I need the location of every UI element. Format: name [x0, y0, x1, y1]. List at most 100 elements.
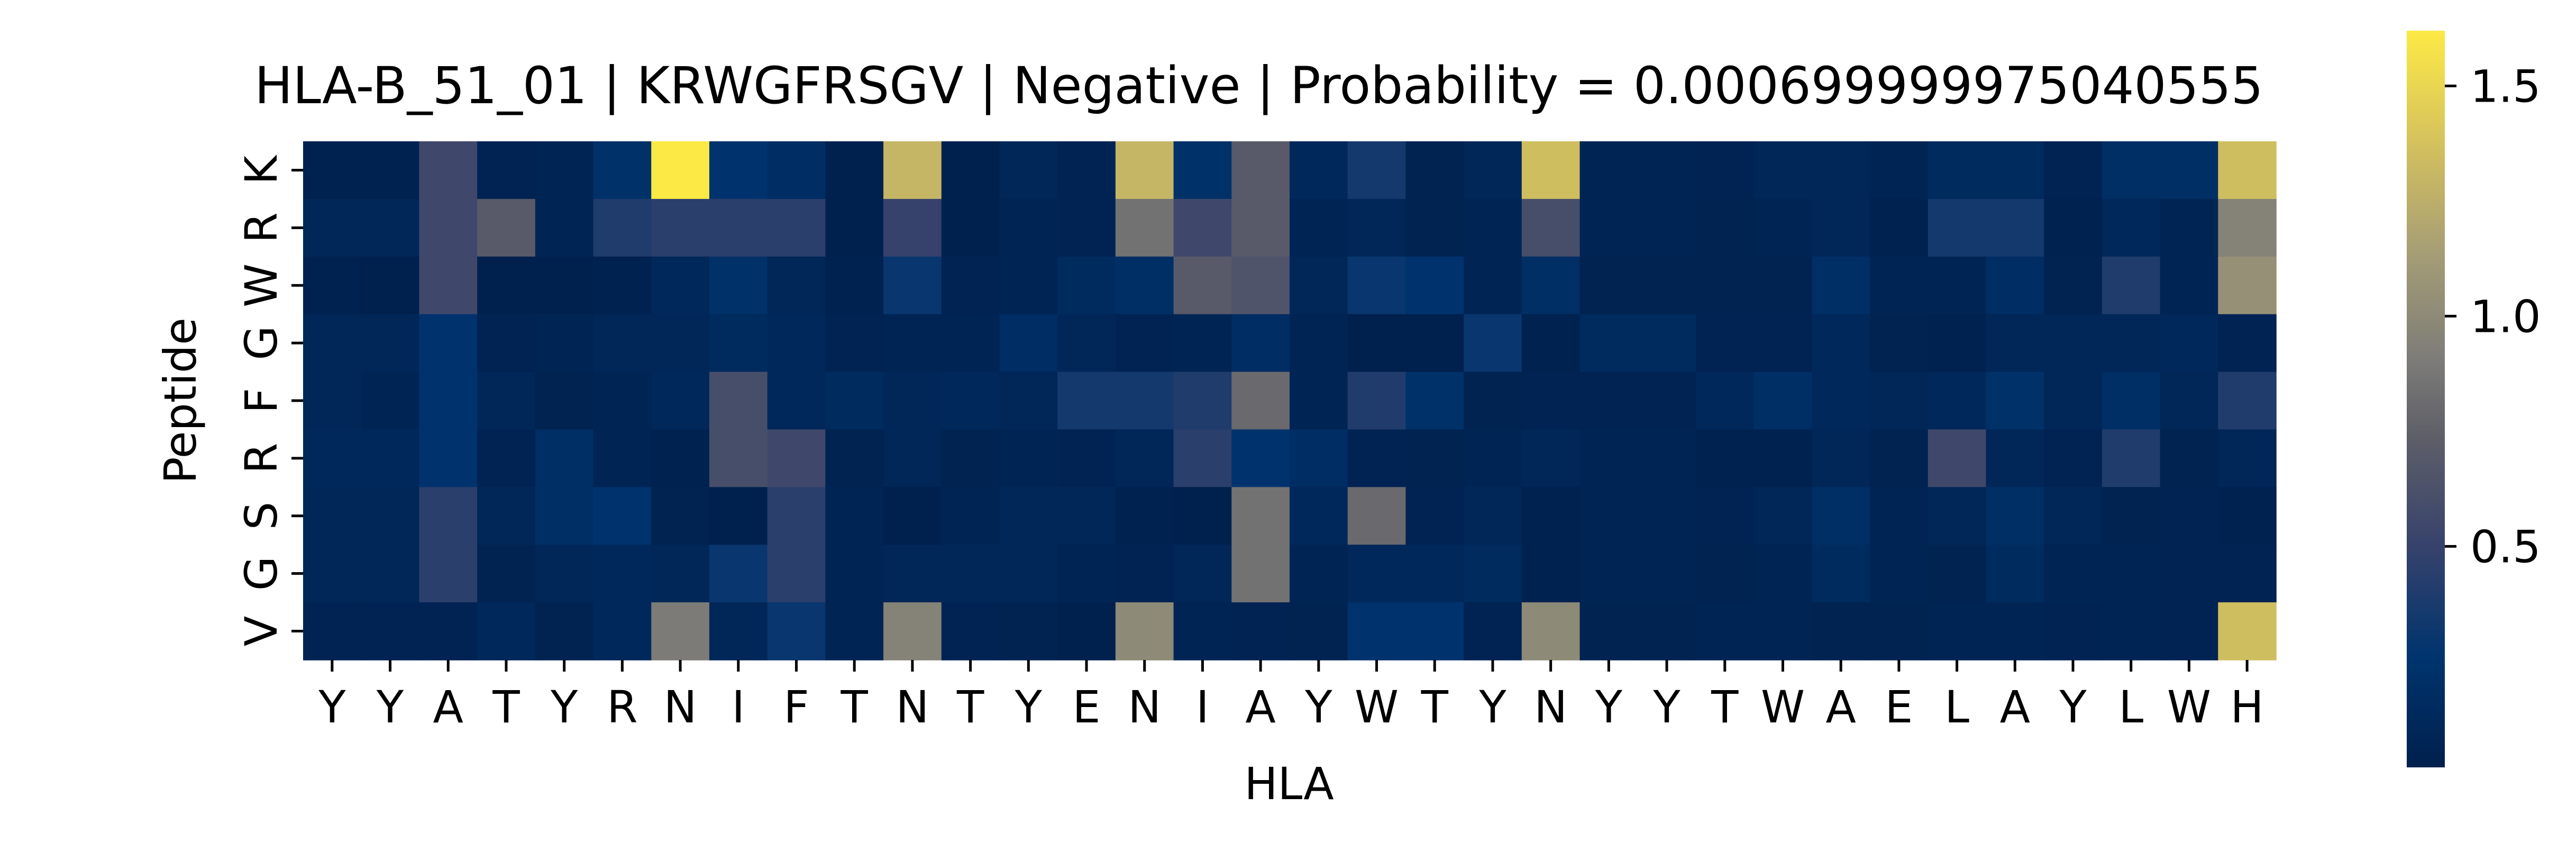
- heatmap-cell: [999, 314, 1058, 373]
- heatmap-cell: [1290, 314, 1348, 373]
- heatmap-cell: [1173, 372, 1232, 430]
- heatmap-cell: [825, 141, 884, 200]
- heatmap-cell: [593, 429, 652, 488]
- x-tick-label: T: [492, 681, 520, 733]
- heatmap-cell: [1638, 487, 1696, 546]
- heatmap-cell: [1695, 141, 1755, 200]
- heatmap-cell: [535, 198, 594, 257]
- x-tick-label: Y: [1652, 681, 1680, 733]
- heatmap-cell: [651, 429, 710, 488]
- heatmap-cell: [1579, 545, 1639, 603]
- heatmap-cell: [2044, 198, 2103, 257]
- heatmap-cell: [709, 487, 768, 546]
- x-tick-label: Y: [2059, 681, 2087, 733]
- heatmap-cell: [1753, 141, 1813, 200]
- heatmap-cell: [535, 602, 594, 660]
- y-tick-label: G: [235, 326, 287, 360]
- heatmap-cell: [303, 487, 362, 546]
- heatmap-cell: [2044, 256, 2103, 315]
- heatmap-cell: [535, 256, 594, 315]
- heatmap-cell: [1579, 198, 1639, 257]
- heatmap-cell: [2160, 429, 2219, 488]
- heatmap-cell: [2044, 429, 2103, 488]
- heatmap-cell: [1928, 487, 1987, 546]
- heatmap-cell: [1347, 314, 1406, 373]
- heatmap-cell: [535, 429, 594, 488]
- heatmap-cell: [651, 256, 710, 315]
- heatmap-cell: [1812, 256, 1870, 315]
- heatmap-cell: [1464, 256, 1522, 315]
- heatmap-cell: [709, 141, 768, 200]
- heatmap-cell: [2218, 602, 2277, 660]
- heatmap-cell: [593, 198, 652, 257]
- heatmap-cell: [1521, 545, 1581, 603]
- heatmap-cell: [1173, 198, 1232, 257]
- heatmap-cell: [1231, 487, 1290, 546]
- heatmap-cell: [303, 429, 362, 488]
- heatmap-cell: [1928, 602, 1987, 660]
- y-tick-label: K: [235, 155, 287, 185]
- x-tick-label: H: [2231, 681, 2264, 733]
- heatmap-cell: [1986, 141, 2044, 200]
- heatmap-cell: [825, 602, 884, 660]
- x-tick-label: A: [433, 681, 463, 733]
- heatmap-cell: [419, 141, 478, 200]
- x-tick-label: N: [896, 681, 929, 733]
- heatmap-cell: [1290, 429, 1348, 488]
- heatmap-cell: [1231, 314, 1290, 373]
- heatmap-cell: [477, 314, 536, 373]
- heatmap-cell: [1928, 429, 1987, 488]
- heatmap-cell: [1986, 198, 2044, 257]
- heatmap-cell: [1290, 602, 1348, 660]
- heatmap-cell: [1405, 372, 1464, 430]
- heatmap-cell: [1173, 141, 1232, 200]
- heatmap-cell: [2044, 372, 2103, 430]
- heatmap-cell: [1579, 141, 1639, 200]
- heatmap-cell: [883, 429, 942, 488]
- heatmap-cell: [999, 602, 1058, 660]
- heatmap-cells: [303, 141, 2277, 660]
- x-tick-label: E: [1072, 681, 1100, 733]
- x-axis-label: HLA: [1244, 758, 1333, 810]
- heatmap-cell: [1405, 256, 1464, 315]
- heatmap-cell: [1290, 545, 1348, 603]
- heatmap-cell: [361, 198, 420, 257]
- heatmap-cell: [1579, 487, 1639, 546]
- x-tick-label: L: [2118, 681, 2143, 733]
- heatmap-cell: [1986, 545, 2044, 603]
- heatmap-cell: [1870, 487, 1929, 546]
- heatmap-cell: [477, 141, 536, 200]
- x-tick-label: W: [2167, 681, 2211, 733]
- heatmap-cell: [999, 545, 1058, 603]
- heatmap-cell: [767, 429, 826, 488]
- heatmap-cell: [1115, 545, 1174, 603]
- heatmap-cell: [1521, 198, 1581, 257]
- heatmap-cell: [1928, 545, 1987, 603]
- heatmap-cell: [1347, 429, 1406, 488]
- heatmap-cell: [1579, 602, 1639, 660]
- heatmap-cell: [1638, 314, 1696, 373]
- heatmap-cell: [1464, 314, 1522, 373]
- heatmap-cell: [1521, 487, 1581, 546]
- colorbar: 0.5 1.0 1.5: [2407, 31, 2541, 767]
- heatmap-cell: [535, 372, 594, 430]
- heatmap-cell: [1870, 141, 1929, 200]
- heatmap-cell: [2160, 372, 2219, 430]
- heatmap-cell: [651, 314, 710, 373]
- heatmap-cell: [419, 372, 478, 430]
- heatmap-cell: [825, 372, 884, 430]
- heatmap-cell: [535, 141, 594, 200]
- heatmap-cell: [303, 141, 362, 200]
- heatmap-cell: [999, 429, 1058, 488]
- heatmap-cell: [941, 429, 1000, 488]
- heatmap-cell: [593, 545, 652, 603]
- heatmap-cell: [2102, 487, 2161, 546]
- heatmap-cell: [1638, 429, 1696, 488]
- heatmap-cell: [477, 198, 536, 257]
- heatmap-cell: [1464, 545, 1522, 603]
- heatmap-cell: [535, 545, 594, 603]
- heatmap-cell: [1115, 141, 1174, 200]
- heatmap-cell: [883, 198, 942, 257]
- x-tick-label: T: [841, 681, 869, 733]
